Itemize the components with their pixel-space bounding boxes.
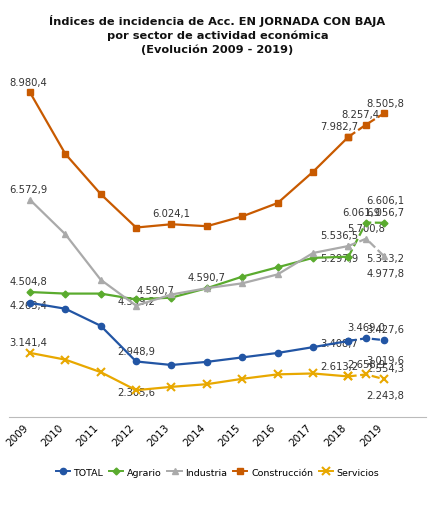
Text: 7.982,7: 7.982,7 bbox=[320, 122, 358, 132]
Text: 3.019,6: 3.019,6 bbox=[366, 355, 404, 365]
Text: 2.658,9: 2.658,9 bbox=[346, 359, 385, 369]
Text: 2.305,6: 2.305,6 bbox=[117, 387, 155, 397]
Text: 5.700,8: 5.700,8 bbox=[346, 223, 384, 234]
Text: 2.554,3: 2.554,3 bbox=[366, 363, 404, 374]
Text: 3.427,6: 3.427,6 bbox=[366, 325, 404, 334]
Text: 8.257,4: 8.257,4 bbox=[341, 109, 379, 120]
Text: 4.263,4: 4.263,4 bbox=[9, 300, 47, 310]
Text: 4.977,8: 4.977,8 bbox=[366, 268, 404, 278]
Text: 6.061,9: 6.061,9 bbox=[341, 207, 379, 217]
Text: 4.339,2: 4.339,2 bbox=[117, 297, 155, 306]
Text: 6.572,9: 6.572,9 bbox=[9, 185, 47, 194]
Text: 2.613,2: 2.613,2 bbox=[320, 361, 358, 371]
Legend: TOTAL, Agrario, Industria, Construcción, Servicios: TOTAL, Agrario, Industria, Construcción,… bbox=[52, 464, 382, 480]
Title: Índices de incidencia de Acc. EN JORNADA CON BAJA
por sector de actividad económ: Índices de incidencia de Acc. EN JORNADA… bbox=[49, 15, 385, 55]
Text: 3.408,7: 3.408,7 bbox=[320, 338, 358, 348]
Text: 6.606,1: 6.606,1 bbox=[366, 195, 404, 206]
Text: 4.590,7: 4.590,7 bbox=[136, 286, 174, 295]
Text: 8.980,4: 8.980,4 bbox=[9, 77, 47, 88]
Text: 3.469,0: 3.469,0 bbox=[346, 323, 384, 333]
Text: 2.243,8: 2.243,8 bbox=[366, 390, 404, 400]
Text: 6.024,1: 6.024,1 bbox=[152, 209, 190, 219]
Text: 2.948,9: 2.948,9 bbox=[117, 346, 155, 356]
Text: 5.536,5: 5.536,5 bbox=[320, 231, 358, 241]
Text: 8.505,8: 8.505,8 bbox=[366, 99, 404, 108]
Text: 4.504,8: 4.504,8 bbox=[9, 277, 47, 287]
Text: 6.056,7: 6.056,7 bbox=[366, 208, 404, 217]
Text: 4.590,7: 4.590,7 bbox=[187, 273, 225, 283]
Text: 3.141,4: 3.141,4 bbox=[9, 337, 47, 348]
Text: 5.313,2: 5.313,2 bbox=[366, 253, 404, 263]
Text: 5.297,9: 5.297,9 bbox=[320, 254, 358, 264]
